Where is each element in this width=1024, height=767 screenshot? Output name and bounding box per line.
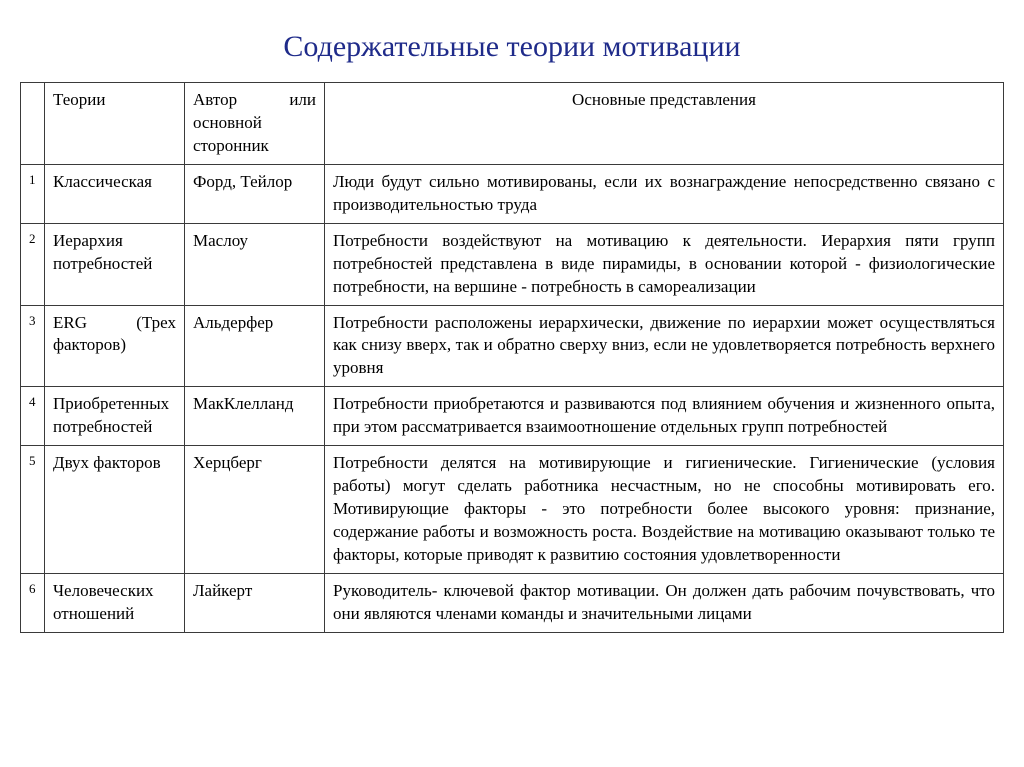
- row-theory: Классическая: [45, 164, 185, 223]
- row-desc: Руководитель- ключевой фактор мотивации.…: [325, 573, 1004, 632]
- row-num: 4: [21, 387, 45, 446]
- row-author: Альдерфер: [185, 305, 325, 387]
- row-author: Маслоу: [185, 223, 325, 305]
- row-desc: Люди будут сильно мотивированы, если их …: [325, 164, 1004, 223]
- row-theory: Приобретенных потреб­ностей: [45, 387, 185, 446]
- table-header-row: Теории Автор или основной сторонник Осно…: [21, 83, 1004, 165]
- table-row: 5 Двух факторов Херцберг Потребности дел…: [21, 446, 1004, 574]
- row-num: 2: [21, 223, 45, 305]
- table-row: 3 ERG (Трех факторов) Альдерфер Потребно…: [21, 305, 1004, 387]
- row-author: Форд, Тейлор: [185, 164, 325, 223]
- row-num: 5: [21, 446, 45, 574]
- table-row: 1 Классическая Форд, Тейлор Люди будут с…: [21, 164, 1004, 223]
- row-desc: Потребности расположены иерархически, дв…: [325, 305, 1004, 387]
- row-theory: Человеческих отношений: [45, 573, 185, 632]
- row-desc: Потребности приобретаются и развиваются …: [325, 387, 1004, 446]
- table-row: 2 Иерархия потребностей Маслоу Потребнос…: [21, 223, 1004, 305]
- theories-table: Теории Автор или основной сторонник Осно…: [20, 82, 1004, 633]
- table-row: 6 Человеческих отношений Лайкерт Руковод…: [21, 573, 1004, 632]
- col-header-author: Автор или основной сторонник: [185, 83, 325, 165]
- row-desc: Потребности делятся на мотивирующие и ги…: [325, 446, 1004, 574]
- col-header-theory: Теории: [45, 83, 185, 165]
- row-author: Лайкерт: [185, 573, 325, 632]
- row-author: Херцберг: [185, 446, 325, 574]
- row-num: 6: [21, 573, 45, 632]
- row-num: 3: [21, 305, 45, 387]
- col-header-num: [21, 83, 45, 165]
- col-header-desc: Основные представления: [325, 83, 1004, 165]
- table-row: 4 Приобретенных потреб­ностей МакКлеллан…: [21, 387, 1004, 446]
- row-theory: ERG (Трех факторов): [45, 305, 185, 387]
- row-author: МакКлелланд: [185, 387, 325, 446]
- row-num: 1: [21, 164, 45, 223]
- page: Содержательные теории мотивации Теории А…: [0, 0, 1024, 633]
- row-desc: Потребности воздействуют на мотивацию к …: [325, 223, 1004, 305]
- row-theory: Иерархия потребностей: [45, 223, 185, 305]
- page-title: Содержательные теории мотивации: [20, 30, 1004, 64]
- row-theory: Двух факторов: [45, 446, 185, 574]
